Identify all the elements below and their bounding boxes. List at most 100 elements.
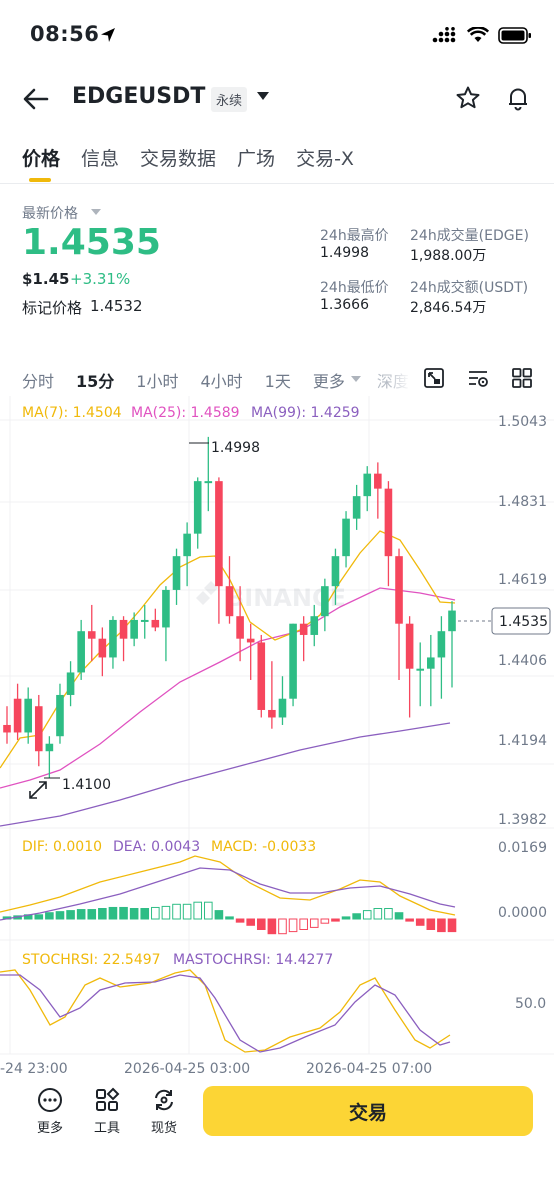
macd-bar: [437, 918, 446, 933]
more-dots-icon: [38, 1088, 62, 1112]
indicator-settings-icon[interactable]: [467, 367, 489, 389]
interval-more[interactable]: 更多: [312, 372, 345, 391]
interval-1h[interactable]: 1小时: [136, 372, 179, 391]
ma7-legend: MA(7): 1.4504: [22, 405, 122, 421]
candle-body: [448, 610, 456, 632]
candle-body: [236, 616, 244, 639]
tab-square[interactable]: 广场: [237, 148, 276, 170]
status-icons: [432, 24, 532, 46]
more-button[interactable]: 更多: [30, 1087, 70, 1136]
candle-body: [257, 642, 266, 710]
status-time: 08:56: [30, 22, 100, 46]
macd-bar: [246, 918, 255, 926]
candle-body: [87, 631, 96, 639]
high-24h-value: 1.4998: [320, 245, 369, 261]
macd-bar: [288, 918, 298, 933]
macd-bar: [426, 918, 436, 930]
candle-body: [24, 698, 32, 733]
macd-bar: [373, 908, 383, 920]
low-24h-label: 24h最低价: [320, 280, 389, 296]
macd-bar: [341, 916, 351, 920]
macd-bar: [394, 912, 404, 920]
candle-body: [427, 657, 435, 669]
spot-swap-icon: [155, 1089, 173, 1111]
candle-body: [268, 709, 276, 718]
ma25-line: [0, 587, 456, 789]
spot-button[interactable]: 现货: [144, 1087, 184, 1136]
macd-bar: [320, 918, 330, 924]
ma99-legend: MA(99): 1.4259: [251, 405, 360, 421]
latest-price-label[interactable]: 最新价格: [22, 206, 78, 222]
price-axis-label: 1.3982: [498, 812, 547, 828]
alert-bell-icon[interactable]: [505, 85, 531, 115]
symbol-dropdown-icon[interactable]: [257, 92, 269, 100]
interval-15m[interactable]: 15分: [76, 372, 115, 391]
expand-chart-icon[interactable]: [29, 781, 47, 799]
cellular-signal-icon: [432, 27, 456, 43]
macd-bar: [352, 913, 361, 920]
active-tab-indicator: [29, 178, 51, 182]
candles: [3, 436, 456, 778]
wifi-icon: [467, 27, 489, 42]
kline-chart[interactable]: BINANCE MA(7): 1.4504 MA(25): 1.4589 MA(…: [0, 396, 554, 1080]
stoch-axis-label: 50.0: [515, 996, 546, 1012]
interval-4h[interactable]: 4小时: [200, 372, 243, 391]
turnover-24h-label: 24h成交额(USDT): [410, 280, 529, 296]
macd-bar: [225, 916, 234, 920]
macd-bar: [362, 910, 372, 920]
chevron-down-icon[interactable]: [91, 209, 101, 215]
candle-body: [119, 619, 128, 639]
price-axis: 1.5043 1.4831 1.4619 1.4406 1.4194 1.398…: [498, 414, 547, 828]
macd-bar: [140, 908, 150, 920]
macd-bar: [87, 909, 97, 920]
price-axis-label: 1.4619: [498, 572, 547, 588]
tab-price[interactable]: 价格: [22, 148, 61, 170]
low-marker-label: 1.4100: [62, 777, 111, 793]
favorite-star-icon[interactable]: [455, 85, 481, 115]
candle-body: [405, 623, 414, 669]
candle-body: [395, 556, 403, 624]
time-label: -24 23:00: [0, 1061, 68, 1077]
interval-time[interactable]: 分时: [22, 372, 55, 391]
macd-bar: [299, 918, 308, 930]
trade-button[interactable]: 交易: [203, 1086, 533, 1136]
macd-bar: [129, 908, 139, 920]
back-arrow-icon[interactable]: [22, 87, 50, 111]
ma25-legend: MA(25): 1.4589: [131, 405, 240, 421]
price-axis-label: 1.4406: [498, 653, 547, 669]
candle-body: [98, 638, 107, 658]
candle-body: [204, 481, 213, 484]
fullscreen-chart-icon[interactable]: [423, 367, 445, 389]
candle-body: [352, 496, 361, 519]
macd-bar: [278, 918, 287, 935]
ma99-line: [0, 722, 451, 827]
macd-bar: [204, 901, 213, 920]
candle-body: [215, 481, 223, 587]
grid: [0, 396, 554, 1055]
candle-body: [130, 619, 138, 639]
candle-body: [299, 623, 308, 635]
tab-trading-data[interactable]: 交易数据: [140, 148, 217, 170]
candle-body: [77, 631, 85, 673]
chevron-down-icon[interactable]: [350, 376, 361, 382]
time-label: 2026-04-25 03:00: [124, 1061, 250, 1077]
symbol-title[interactable]: EDGEUSDT: [72, 84, 206, 109]
tools-label: 工具: [93, 1121, 120, 1136]
macd-bar: [309, 918, 319, 928]
interval-1d[interactable]: 1天: [264, 372, 291, 391]
mastochrsi-legend: MASTOCHRSI: 14.4277: [173, 952, 333, 968]
high-24h-label: 24h最高价: [320, 228, 389, 244]
price-axis-label: 1.4194: [498, 733, 547, 749]
layout-grid-icon[interactable]: [511, 367, 533, 389]
price-axis-label: 1.5043: [498, 414, 547, 430]
candle-body: [66, 672, 75, 695]
macd-bar: [182, 903, 192, 920]
tab-info[interactable]: 信息: [81, 148, 120, 170]
tab-trade-x[interactable]: 交易-X: [296, 148, 354, 170]
tools-button[interactable]: 工具: [87, 1087, 127, 1136]
macd-bar: [267, 918, 277, 935]
volume-24h-label: 24h成交量(EDGE): [410, 228, 529, 244]
macd-bar: [55, 911, 65, 920]
candle-body: [151, 619, 160, 628]
mastochrsi-line: [0, 974, 451, 1053]
